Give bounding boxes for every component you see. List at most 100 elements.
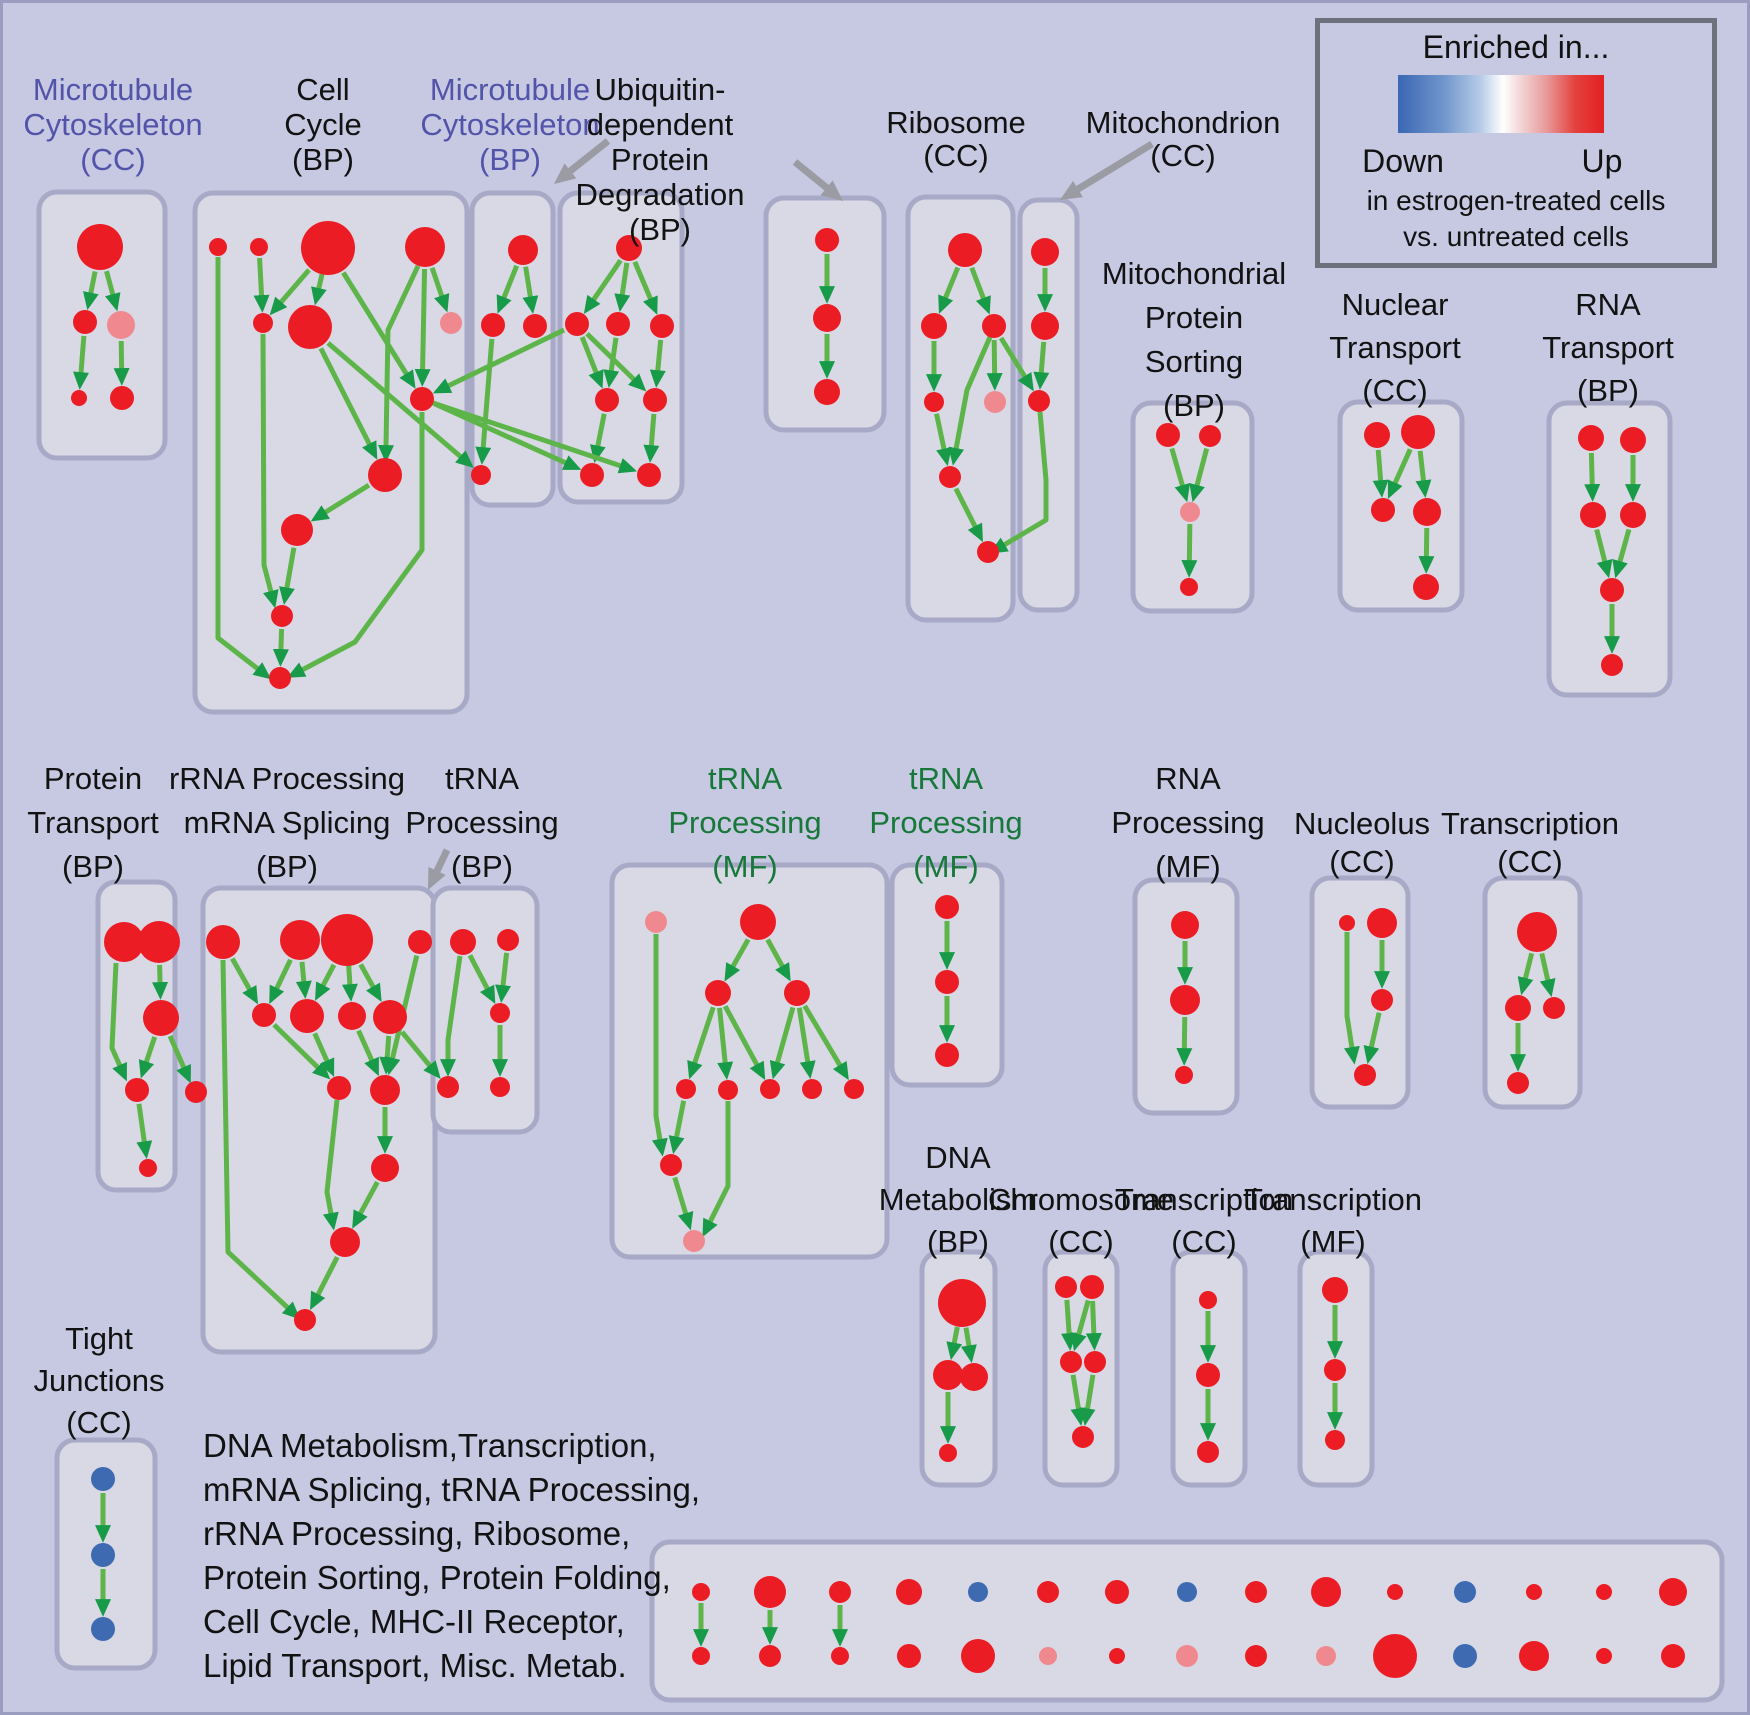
go-term-node xyxy=(440,312,462,334)
go-term-node xyxy=(1401,415,1435,449)
go-term-node xyxy=(327,1076,351,1100)
go-term-node xyxy=(373,1000,407,1034)
edge-arrow xyxy=(253,257,270,313)
go-term-node xyxy=(1505,995,1531,1021)
label-line: (BP) xyxy=(451,849,513,884)
edge-arrow xyxy=(167,1034,191,1084)
edge-arrow xyxy=(429,267,450,313)
edge-arrow xyxy=(590,413,607,464)
label-line: Transport xyxy=(1542,330,1674,365)
label-line: Processing xyxy=(405,805,559,840)
label-line: (BP) xyxy=(927,1224,989,1259)
edge-arrow xyxy=(632,260,658,315)
go-term-node xyxy=(948,233,982,267)
label-line: Processing xyxy=(1111,805,1265,840)
edge-arrow xyxy=(1415,450,1432,498)
go-term-node xyxy=(960,1363,988,1391)
go-term-node xyxy=(933,1360,963,1390)
go-term-node xyxy=(1580,502,1606,528)
cluster-box-microtubule-cytoskeleton-cc xyxy=(36,189,168,461)
edge-arrow xyxy=(953,487,983,543)
edge-arrow xyxy=(1372,449,1389,498)
label-line: dependent xyxy=(586,107,734,142)
go-term-node xyxy=(1519,1641,1549,1671)
edge-arrow xyxy=(269,958,293,1005)
go-term-node xyxy=(185,1081,207,1103)
legend-title: Enriched in... xyxy=(1422,29,1610,65)
go-term-node xyxy=(1600,578,1624,602)
go-term-node xyxy=(250,238,268,256)
label-line: Tight xyxy=(65,1321,133,1356)
label-line: Cytoskeleton xyxy=(420,107,600,142)
go-term-node xyxy=(935,1043,959,1067)
cluster-box-nuclear-transport-cc xyxy=(1337,399,1465,613)
label-line: tRNA xyxy=(908,761,984,796)
go-term-node xyxy=(1199,425,1221,447)
go-term-node xyxy=(1543,997,1565,1019)
go-term-node xyxy=(1322,1277,1348,1303)
go-term-node xyxy=(1171,911,1199,939)
go-term-node xyxy=(784,980,810,1006)
label-line: (MF) xyxy=(913,849,979,884)
go-term-node xyxy=(606,312,630,336)
go-term-node xyxy=(760,1079,780,1099)
edge-arrow xyxy=(1061,1299,1078,1351)
cluster-label-cell-cycle-bp: Cell Cycle (BP) xyxy=(153,72,493,177)
go-term-node xyxy=(759,1645,781,1667)
go-term-node xyxy=(1028,390,1050,412)
go-term-node xyxy=(580,463,604,487)
go-term-node xyxy=(1196,1363,1220,1387)
go-term-node xyxy=(1620,427,1646,453)
go-term-node xyxy=(961,1639,995,1673)
edge-arrow xyxy=(948,336,993,466)
go-term-node xyxy=(508,235,538,265)
go-term-node xyxy=(660,1154,682,1176)
label-line: tRNA xyxy=(444,761,520,796)
go-term-node xyxy=(437,1076,459,1098)
label-line: Sorting xyxy=(1144,344,1244,379)
edge-arrow xyxy=(104,270,121,312)
edge-arrow xyxy=(341,271,416,389)
label-line: (BP) xyxy=(256,849,318,884)
go-term-node xyxy=(692,1647,710,1665)
label-line: Transcription xyxy=(1114,1182,1294,1217)
edge-arrow xyxy=(378,264,421,463)
go-term-node xyxy=(1031,238,1059,266)
edge-arrow xyxy=(326,341,474,468)
go-term-node xyxy=(1413,574,1439,600)
go-term-node xyxy=(1661,1644,1685,1668)
cluster-label-rrna-processing-mrna-splicing-bp: rRNA Processing mRNA Splicing (BP) xyxy=(117,757,457,889)
go-term-node xyxy=(1156,423,1180,447)
go-term-node xyxy=(110,386,134,410)
cluster-label-microtubule-cytoskeleton-bp: Microtubule Cytoskeleton (BP) xyxy=(340,72,680,177)
edge-arrow xyxy=(1517,952,1535,996)
cluster-label-chromosome-cc: Chromosome (CC) xyxy=(911,1179,1251,1263)
edge-arrow xyxy=(668,1100,687,1155)
legend-up-label: Up xyxy=(1581,143,1623,179)
label-line: Microtubule xyxy=(32,72,194,107)
label-line: Mitochondrial xyxy=(1101,256,1287,291)
cluster-box-chromosome-cc xyxy=(1042,1249,1120,1488)
go-term-node xyxy=(91,1467,115,1491)
label-line: (BP) xyxy=(1163,388,1225,423)
go-term-node xyxy=(754,1576,786,1608)
go-term-node xyxy=(740,904,776,940)
legend-down-label: Down xyxy=(1362,143,1444,179)
label-line: Nuclear xyxy=(1341,287,1449,322)
go-term-node xyxy=(1324,1359,1346,1381)
edges-layer xyxy=(73,138,1641,1647)
edge-arrow xyxy=(1612,528,1632,579)
label-pointer-arrow xyxy=(427,848,451,891)
cluster-label-transcription-mf: Transcription (MF) xyxy=(1163,1179,1503,1263)
label-line: (BP) xyxy=(62,849,124,884)
edge-arrow xyxy=(651,934,668,1157)
edge-arrow xyxy=(495,952,511,1003)
go-term-node xyxy=(645,911,667,933)
edge-arrow xyxy=(583,258,623,315)
cluster-label-mitochondrion-cc: Mitochondrion (CC) xyxy=(1013,106,1353,172)
edge-arrow xyxy=(765,938,791,982)
edge-arrow xyxy=(934,413,952,467)
edge-arrow xyxy=(432,400,638,474)
edge-arrow xyxy=(496,264,520,314)
go-term-node xyxy=(1245,1581,1267,1603)
